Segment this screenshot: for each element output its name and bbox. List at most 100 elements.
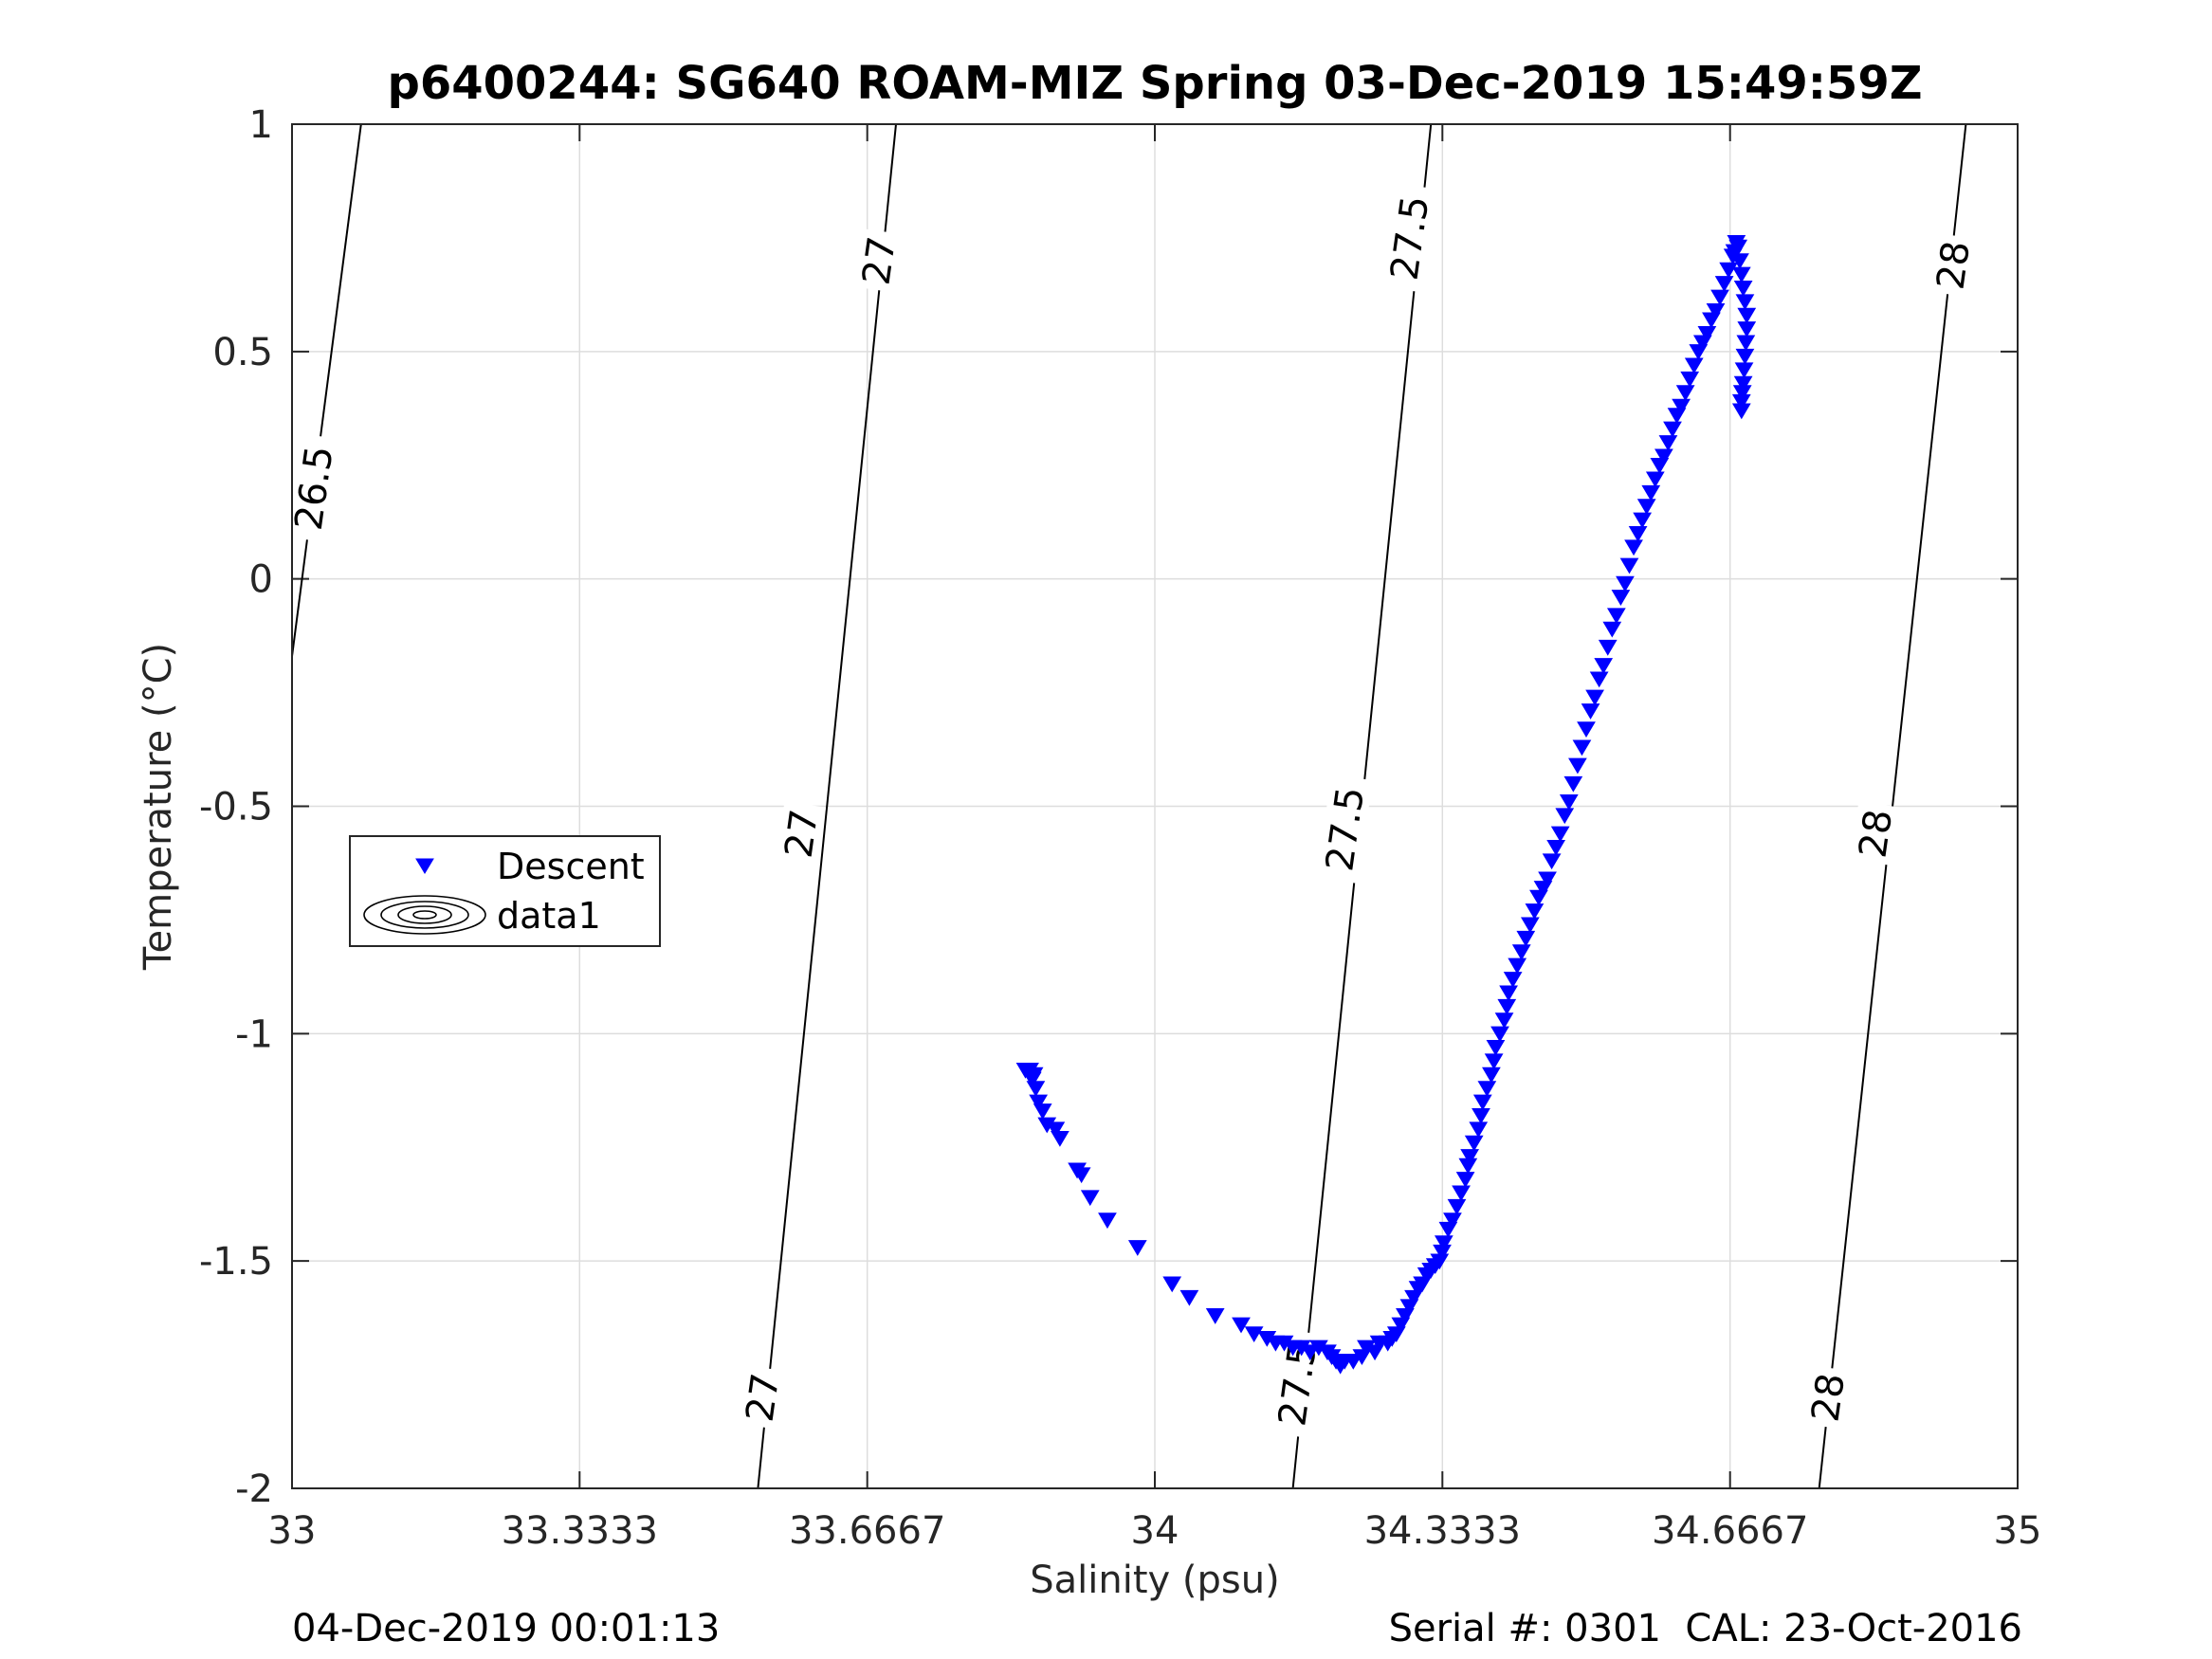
- descent-point: [1447, 1198, 1467, 1215]
- descent-point: [1730, 253, 1749, 269]
- contour-label-group: 27: [737, 1365, 788, 1430]
- descent-point: [1684, 357, 1704, 374]
- descent-point: [1628, 526, 1648, 542]
- contour-label-gap: [1381, 183, 1437, 293]
- x-tick-label: 33: [268, 1509, 317, 1553]
- axes-box: [291, 123, 2019, 1489]
- x-tick-label: 34.3333: [1364, 1509, 1521, 1553]
- descent-point: [1737, 307, 1757, 324]
- contour-label-group: 27: [853, 228, 905, 293]
- descent-point: [1520, 917, 1540, 934]
- descent-point: [1029, 1094, 1049, 1111]
- descent-point: [1051, 1130, 1069, 1147]
- x-tick-label: 34: [1131, 1509, 1179, 1553]
- legend-marker-descent: [415, 858, 434, 874]
- x-tick-label: 33.3333: [502, 1509, 658, 1553]
- descent-point: [1675, 385, 1695, 402]
- descent-point: [1636, 499, 1656, 516]
- descent-point: [1714, 276, 1734, 292]
- descent-point: [1484, 1053, 1504, 1070]
- descent-point: [1538, 871, 1557, 888]
- descent-point: [1244, 1326, 1264, 1342]
- descent-point: [1071, 1167, 1091, 1184]
- legend-box: [349, 835, 661, 947]
- descent-point: [1737, 321, 1757, 337]
- descent-point: [1654, 448, 1673, 465]
- legend-contour-icon: [363, 895, 486, 935]
- descent-point: [1033, 1103, 1052, 1120]
- contour-label: 28: [1929, 238, 1979, 292]
- descent-point: [1731, 266, 1751, 283]
- descent-point: [1179, 1289, 1199, 1306]
- legend-contour-icon: [397, 905, 452, 924]
- contour-label-group: 27: [776, 801, 827, 866]
- legend: Descent data1: [349, 835, 661, 947]
- contour-label: 27: [854, 234, 905, 288]
- legend-label-contour: data1: [497, 895, 601, 937]
- descent-point: [1706, 302, 1726, 319]
- x-tick-label: 35: [1994, 1509, 2042, 1553]
- descent-point: [1611, 590, 1631, 606]
- contour-label-gap: [776, 801, 827, 866]
- descent-point: [1546, 839, 1566, 856]
- descent-point: [1719, 262, 1739, 279]
- descent-point: [1455, 1172, 1475, 1188]
- descent-point: [1577, 721, 1596, 738]
- descent-point: [1482, 1066, 1501, 1084]
- chart-title: p6400244: SG640 ROAM-MIZ Spring 03-Dec-2…: [387, 57, 1922, 110]
- descent-series: [1015, 235, 1757, 1375]
- contour-label-gap: [853, 228, 904, 293]
- y-tick-label: 0.5: [212, 331, 273, 374]
- descent-point: [1542, 853, 1562, 870]
- descent-point: [1477, 1081, 1497, 1097]
- descent-point: [1026, 1081, 1046, 1097]
- descent-point: [1460, 1149, 1480, 1165]
- descent-point: [1633, 512, 1653, 529]
- descent-point: [1728, 239, 1748, 256]
- descent-point: [1585, 689, 1604, 706]
- contour-label: 28: [1803, 1371, 1854, 1425]
- y-tick-label: 1: [249, 103, 273, 147]
- contour-label-gap: [1316, 774, 1373, 884]
- descent-point: [1508, 957, 1527, 975]
- descent-point: [1555, 808, 1575, 825]
- descent-point: [1733, 280, 1753, 297]
- descent-point: [1490, 1026, 1509, 1043]
- descent-point: [1516, 930, 1536, 947]
- descent-point: [1550, 826, 1570, 843]
- y-tick-label: -1.5: [199, 1240, 273, 1284]
- descent-point: [1672, 398, 1691, 415]
- descent-point: [1443, 1212, 1462, 1230]
- contour-label-group: 28: [1850, 801, 1902, 866]
- legend-contour-icon: [412, 910, 437, 920]
- descent-point: [1594, 658, 1614, 674]
- descent-point: [1616, 575, 1635, 592]
- descent-point: [1080, 1190, 1100, 1207]
- x-tick-label: 33.6667: [789, 1509, 945, 1553]
- contour-line-28: [1818, 123, 1967, 1489]
- contour-line-26.5: [291, 123, 362, 657]
- descent-point: [1658, 435, 1678, 451]
- descent-point: [1232, 1317, 1251, 1334]
- contour-label-gap: [737, 1365, 788, 1430]
- contour-label-group: 28: [1802, 1365, 1854, 1430]
- descent-point: [1731, 403, 1751, 420]
- descent-point: [1598, 639, 1618, 656]
- y-tick-label: 0: [249, 558, 273, 602]
- descent-point: [1735, 348, 1755, 365]
- descent-point: [1568, 757, 1587, 775]
- descent-point: [1022, 1071, 1042, 1088]
- legend-contour-icon: [380, 901, 469, 929]
- descent-point: [1736, 335, 1756, 352]
- descent-point: [1581, 703, 1600, 720]
- contour-label-gap: [1928, 232, 1978, 298]
- descent-point: [1572, 739, 1592, 757]
- y-axis-label: Temperature (°C): [137, 643, 180, 971]
- contour-label-gap: [285, 433, 342, 543]
- contour-label: 28: [1852, 807, 1902, 861]
- descent-point: [1732, 385, 1752, 402]
- y-tick-label: -0.5: [199, 786, 273, 830]
- descent-point: [1589, 671, 1609, 688]
